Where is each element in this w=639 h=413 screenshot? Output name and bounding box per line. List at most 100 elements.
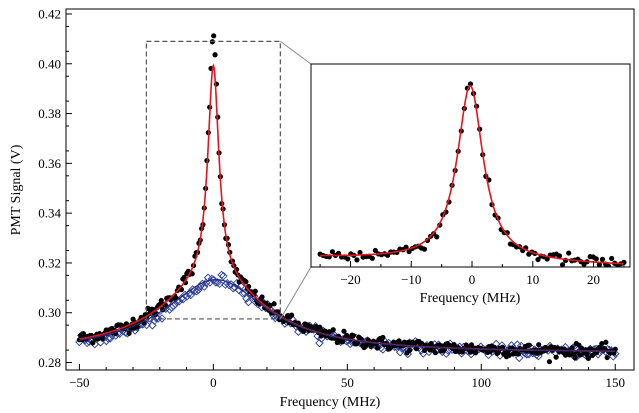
diamond-point	[514, 353, 524, 363]
main-y-ticks: 0.28 0.30 0.32 0.34 0.36 0.38 0.40 0.42	[38, 6, 72, 370]
circle-point	[599, 340, 605, 347]
inset-circle-point	[566, 250, 572, 256]
fit-line	[79, 278, 615, 352]
circle-point	[271, 301, 277, 307]
diamond-point	[217, 270, 226, 280]
inset-x-tick-label: 20	[587, 272, 600, 287]
inset-circle-point	[369, 255, 375, 261]
circle-point	[472, 350, 479, 356]
diamond-point	[198, 279, 207, 289]
circle-point	[585, 355, 591, 361]
circle-point	[374, 345, 381, 351]
inset-circle-point	[605, 263, 612, 267]
circle-point	[467, 349, 473, 355]
circle-point	[380, 334, 386, 341]
circle-point	[259, 294, 265, 300]
circle-point	[495, 349, 502, 355]
circle-point	[341, 328, 347, 334]
y-tick-label: 0.42	[38, 6, 61, 21]
circle-point	[288, 312, 295, 318]
inset-circle-point	[599, 256, 606, 262]
diamond-point	[157, 314, 167, 323]
circle-point	[334, 339, 340, 346]
circle-point	[603, 339, 609, 345]
circle-point	[601, 345, 608, 352]
zoom-box	[145, 40, 281, 320]
circle-point	[326, 329, 332, 335]
inset-circle-point	[559, 262, 566, 267]
circle-point	[569, 345, 575, 351]
diamond-point	[219, 271, 228, 281]
circle-point	[90, 340, 96, 346]
zoom-indicator	[145, 40, 312, 320]
inset-circle-point	[354, 257, 360, 263]
circle-point	[515, 351, 522, 357]
inset-circle-point	[609, 255, 615, 262]
y-tick-label: 0.30	[38, 305, 61, 320]
inset-fit-line	[320, 84, 624, 265]
x-tick-label: 50	[341, 375, 354, 390]
x-tick-label: −50	[69, 375, 89, 390]
inset-circle-point	[434, 234, 440, 240]
circle-point	[181, 274, 187, 281]
circle-point	[499, 344, 506, 350]
inset-circle-point	[345, 256, 351, 262]
circle-point	[413, 346, 420, 352]
inset-circle-point	[329, 249, 335, 255]
inset-x-tick-label: 0	[469, 272, 476, 287]
y-tick-label: 0.38	[38, 106, 61, 121]
circle-point	[432, 350, 438, 356]
circle-point	[407, 347, 413, 353]
circle-point	[572, 354, 578, 361]
x-tick-label: 0	[210, 375, 217, 390]
diamond-point	[153, 314, 163, 323]
diamond-point	[215, 279, 224, 289]
circle-point	[451, 342, 457, 348]
main-plot-frame	[65, 8, 635, 371]
inset-circle-point	[544, 256, 550, 262]
diamond-point	[82, 338, 92, 348]
circle-point	[243, 279, 249, 285]
inset-x-ticks: −20 −10 0 10 20	[319, 261, 625, 287]
inset-chart: −20 −10 0 10 20 Frequency (MHz)	[310, 63, 631, 306]
circle-point	[130, 316, 136, 322]
main-y-axis-label: PMT Signal (V)	[9, 144, 24, 235]
zoom-connector	[280, 40, 312, 65]
circle-point	[212, 52, 218, 58]
circle-point	[526, 342, 532, 348]
circle-point	[267, 302, 273, 309]
circle-point	[589, 352, 596, 358]
inset-circle-point	[357, 249, 363, 256]
inset-circle-point	[372, 247, 378, 254]
diamond-point	[395, 348, 405, 357]
circle-point	[317, 324, 323, 330]
circle-point	[252, 288, 258, 294]
diamond-point	[105, 334, 115, 343]
inset-circle-point	[556, 253, 563, 259]
x-tick-label: 150	[605, 375, 625, 390]
diamond-point	[244, 297, 253, 307]
inset-circle-point	[593, 256, 599, 262]
diamond-point	[182, 292, 192, 301]
diamond-point	[228, 283, 238, 293]
y-tick-label: 0.34	[38, 206, 61, 221]
circle-point	[536, 342, 542, 348]
diamond-point	[378, 345, 388, 354]
inset-circle-point	[596, 262, 602, 267]
inset-plot-frame	[310, 63, 631, 268]
inset-background	[311, 64, 630, 267]
main-x-axis-label: Frequency (MHz)	[280, 395, 381, 410]
diamond-point	[186, 290, 196, 300]
x-tick-label: 100	[472, 375, 492, 390]
circle-point	[99, 335, 105, 342]
y-tick-label: 0.28	[38, 355, 61, 370]
inset-x-axis-label: Frequency (MHz)	[420, 291, 521, 306]
inset-circle-point	[467, 81, 474, 87]
circle-point	[158, 297, 164, 304]
inset-x-tick-label: −10	[401, 272, 421, 287]
circle-point	[553, 354, 559, 360]
circle-point	[340, 339, 346, 345]
circle-point	[546, 359, 553, 365]
main-chart: −50 0 50 100 150 0.280.300.320.340.360.380.4…	[9, 6, 635, 410]
